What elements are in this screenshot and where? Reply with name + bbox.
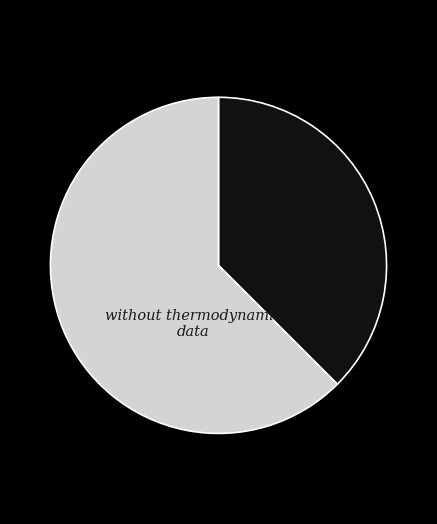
Wedge shape: [218, 97, 387, 384]
Text: without thermodynamic
data: without thermodynamic data: [105, 309, 282, 339]
Wedge shape: [50, 97, 337, 433]
